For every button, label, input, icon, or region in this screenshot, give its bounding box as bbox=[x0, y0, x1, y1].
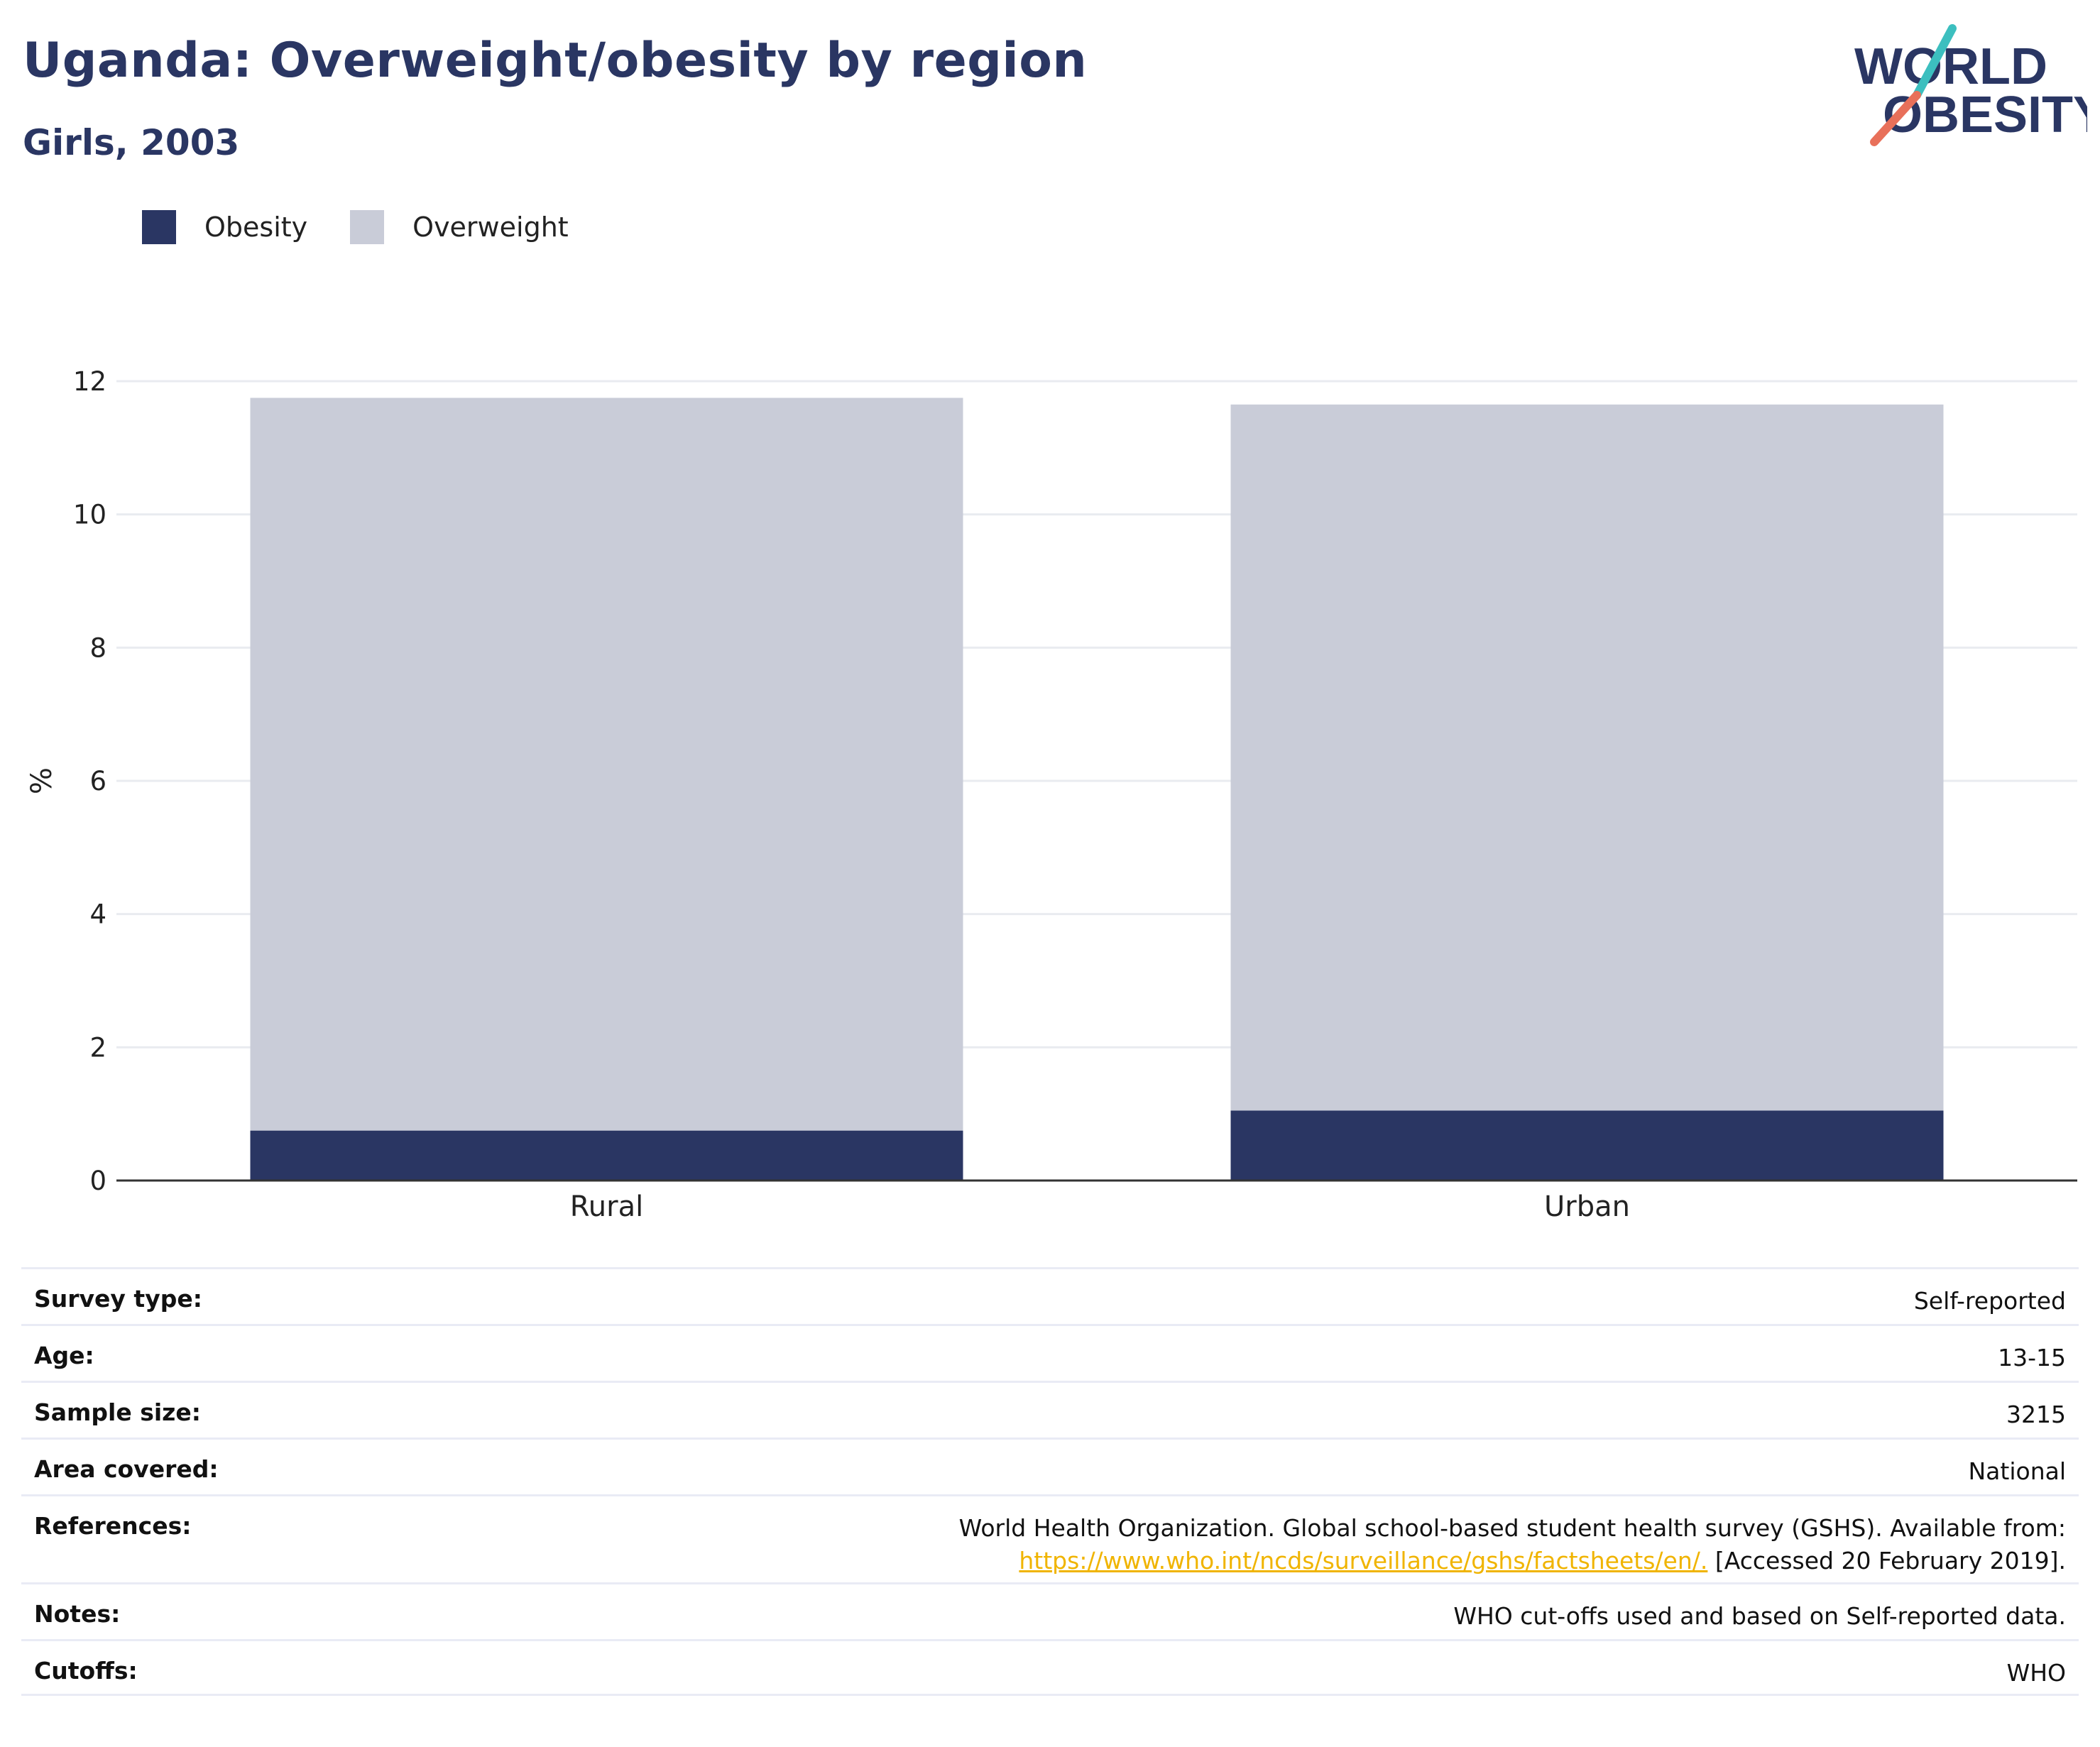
logo-slash-top bbox=[1913, 24, 1957, 99]
chart-title: Uganda: Overweight/obesity by region bbox=[23, 33, 1088, 89]
info-row: Notes: WHO cut-offs used and based on Sel… bbox=[21, 1582, 2079, 1639]
bar-obesity-rural bbox=[250, 1130, 963, 1181]
info-label: Age: bbox=[34, 1342, 94, 1369]
reference-link[interactable]: https://www.who.int/ncds/surveillance/gs… bbox=[1019, 1547, 1708, 1575]
info-value: Self-reported bbox=[1913, 1287, 2066, 1315]
y-tick-label: 2 bbox=[89, 1032, 106, 1063]
y-tick-label: 8 bbox=[89, 632, 106, 663]
legend-item-overweight[interactable]: Overweight bbox=[350, 210, 569, 244]
info-label: Area covered: bbox=[34, 1455, 219, 1483]
info-value: World Health Organization. Global school… bbox=[959, 1512, 2066, 1577]
info-table: Survey type: Self-reported Age: 13-15 Sample… bbox=[21, 1267, 2079, 1696]
bars-layer bbox=[250, 398, 1944, 1181]
y-tick-label: 0 bbox=[89, 1166, 106, 1196]
info-label: References: bbox=[34, 1512, 192, 1540]
logo-slash-bottom bbox=[1870, 91, 1921, 146]
bar-obesity-urban bbox=[1230, 1110, 1944, 1181]
legend-swatch-overweight bbox=[350, 210, 385, 244]
info-row: Cutoffs: WHO bbox=[21, 1639, 2079, 1696]
y-axis-title: % bbox=[26, 767, 58, 794]
chart-subtitle: Girls, 2003 bbox=[23, 122, 240, 163]
legend-item-obesity[interactable]: Obesity bbox=[142, 210, 307, 244]
world-obesity-logo: WORLD OBESITY bbox=[1854, 24, 2087, 146]
bar-overweight-urban bbox=[1230, 404, 1944, 1111]
reference-text: World Health Organization. Global school… bbox=[958, 1514, 2066, 1542]
info-label: Cutoffs: bbox=[34, 1657, 138, 1685]
y-tick-label: 10 bbox=[73, 500, 106, 530]
legend-swatch-obesity bbox=[142, 210, 176, 244]
info-label: Notes: bbox=[34, 1600, 121, 1628]
info-row: Sample size: 3215 bbox=[21, 1381, 2079, 1437]
info-row: Age: 13-15 bbox=[21, 1324, 2079, 1381]
info-label: Sample size: bbox=[34, 1398, 201, 1426]
legend: Obesity Overweight bbox=[142, 210, 611, 244]
bar-chart: 0 2 4 6 8 10 12% Rural Urban bbox=[26, 366, 2077, 1223]
info-row: Survey type: Self-reported bbox=[21, 1267, 2079, 1324]
reference-accessed: [Accessed 20 February 2019]. bbox=[1707, 1547, 2066, 1575]
info-label: Survey type: bbox=[34, 1285, 202, 1313]
info-value: WHO cut-offs used and based on Self-repo… bbox=[1453, 1602, 2066, 1630]
info-value: WHO bbox=[2006, 1659, 2066, 1687]
y-tick-label: 12 bbox=[73, 366, 106, 397]
y-tick-label: 4 bbox=[89, 899, 106, 930]
legend-label-obesity: Obesity bbox=[204, 212, 308, 243]
y-tick-label: 6 bbox=[89, 766, 106, 796]
legend-label-overweight: Overweight bbox=[412, 212, 569, 243]
info-value: 13-15 bbox=[1998, 1344, 2066, 1371]
x-tick-label: Urban bbox=[1544, 1190, 1630, 1223]
info-row: References: World Health Organization. Gl… bbox=[21, 1494, 2079, 1582]
x-tick-label: Rural bbox=[570, 1190, 643, 1223]
bar-overweight-rural bbox=[250, 398, 963, 1131]
info-value: National bbox=[1968, 1457, 2066, 1485]
logo-text-world: WORLD bbox=[1854, 38, 2047, 95]
info-value: 3215 bbox=[2006, 1401, 2066, 1428]
info-row: Area covered: National bbox=[21, 1437, 2079, 1494]
axis-layer: 0 2 4 6 8 10 12% Rural Urban bbox=[26, 366, 2077, 1223]
